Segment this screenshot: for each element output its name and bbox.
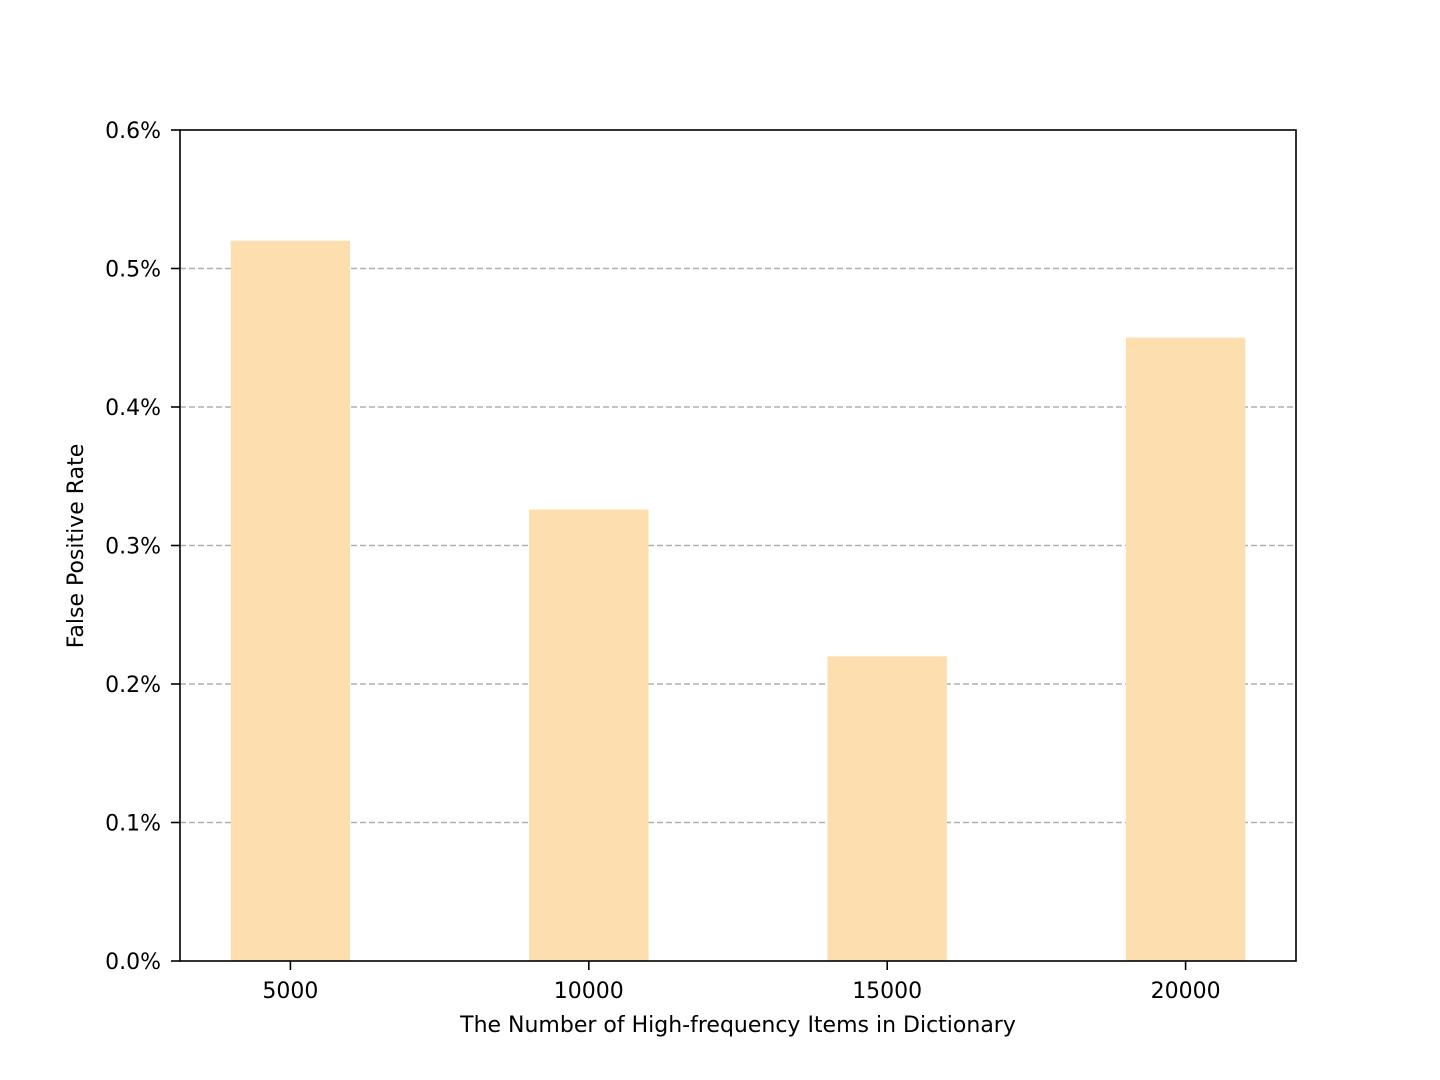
- x-axis-title: The Number of High-frequency Items in Di…: [459, 1013, 1016, 1038]
- bar-15000: [827, 656, 947, 961]
- y-tick-label: 0.0%: [105, 950, 161, 975]
- grid-lines: [180, 267, 1296, 824]
- y-tick-label: 0.6%: [105, 119, 161, 144]
- bar-10000: [529, 509, 649, 961]
- x-tick-label: 15000: [852, 979, 922, 1004]
- bar-20000: [1125, 337, 1246, 961]
- x-tick-label: 20000: [1151, 979, 1221, 1004]
- x-axis-ticks: 5000 10000 15000 20000: [262, 961, 1221, 1004]
- y-tick-label: 0.1%: [105, 812, 161, 837]
- x-tick-label: 10000: [554, 979, 624, 1004]
- bars: [230, 240, 1246, 962]
- x-tick-label: 5000: [262, 979, 318, 1004]
- y-tick-label: 0.5%: [105, 258, 161, 283]
- y-axis-title: False Positive Rate: [64, 444, 89, 648]
- y-tick-label: 0.4%: [105, 396, 161, 421]
- bar-5000: [230, 240, 351, 962]
- y-tick-label: 0.2%: [105, 673, 161, 698]
- y-axis-ticks: 0.0% 0.1% 0.2% 0.3% 0.4% 0.5% 0.6%: [105, 119, 180, 975]
- y-tick-label: 0.3%: [105, 535, 161, 560]
